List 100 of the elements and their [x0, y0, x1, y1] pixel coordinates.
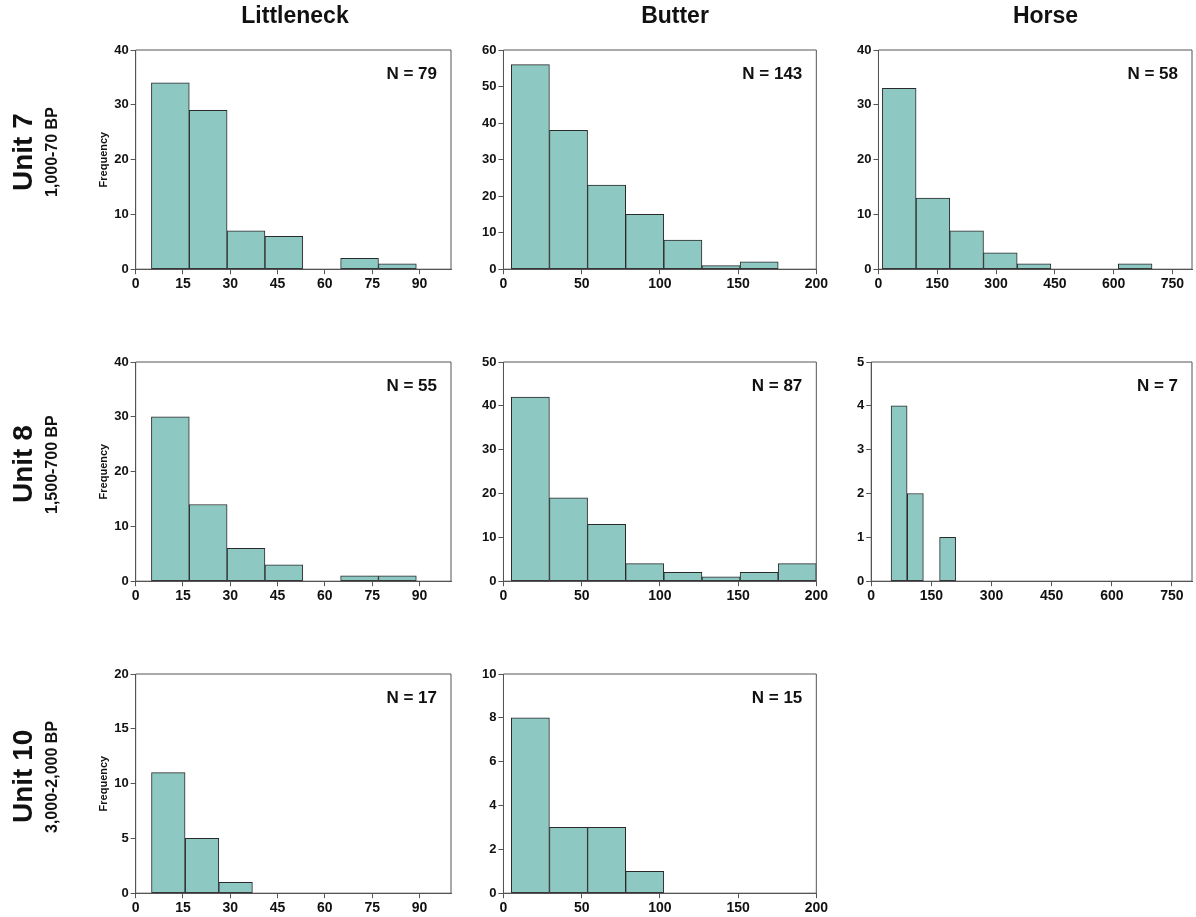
- y-tick-label: 20: [856, 151, 872, 167]
- x-tick-label: 60: [317, 899, 333, 916]
- y-tick-label: 40: [114, 41, 129, 57]
- x-tick-label: 100: [648, 275, 672, 292]
- y-axis-title: Frequency: [96, 442, 109, 500]
- x-tick-label: 100: [648, 899, 672, 916]
- annotation: N = 143: [742, 63, 803, 83]
- x-tick-label: 600: [1101, 275, 1126, 292]
- x-tick-label: 30: [222, 275, 239, 292]
- x-tick-label: 50: [573, 587, 590, 604]
- x-tick-label: 90: [411, 587, 428, 604]
- y-tick-label: 0: [864, 260, 872, 276]
- y-tick-label: 50: [481, 78, 497, 94]
- y-tick-label: 10: [481, 528, 497, 544]
- annotation: N = 87: [751, 375, 803, 395]
- x-tick-label: 0: [874, 275, 883, 292]
- y-tick-label: 0: [857, 572, 865, 588]
- x-tick-label: 100: [648, 587, 672, 604]
- y-tick-label: 20: [481, 485, 497, 501]
- y-tick-label: 0: [121, 260, 129, 276]
- y-tick-label: 30: [114, 96, 129, 112]
- x-tick-label: 60: [317, 275, 333, 292]
- y-tick-label: 10: [114, 775, 129, 791]
- y-tick-label: 6: [489, 753, 497, 769]
- y-tick-label: 40: [114, 353, 129, 369]
- y-tick-label: 0: [489, 884, 497, 900]
- y-tick-label: 50: [481, 353, 497, 369]
- y-tick-label: 10: [114, 517, 129, 533]
- x-tick-label: 750: [1160, 275, 1185, 292]
- y-tick-label: 15: [114, 720, 129, 736]
- annotation: N = 7: [1136, 375, 1178, 395]
- y-tick-label: 5: [121, 829, 129, 845]
- y-tick-label: 4: [489, 797, 498, 813]
- y-tick-label: 40: [481, 114, 497, 130]
- x-tick-label: 200: [804, 899, 829, 916]
- x-tick-label: 45: [269, 275, 286, 292]
- x-tick-label: 90: [411, 899, 428, 916]
- y-tick-label: 5: [857, 353, 865, 369]
- y-tick-label: 30: [481, 441, 497, 457]
- x-tick-label: 75: [364, 275, 381, 292]
- x-tick-label: 50: [573, 899, 590, 916]
- x-tick-label: 45: [269, 587, 286, 604]
- x-tick-label: 150: [925, 275, 950, 292]
- text: 3,000-2,000 BP: [42, 719, 61, 835]
- y-tick-label: 0: [489, 260, 497, 276]
- x-tick-label: 75: [364, 587, 381, 604]
- x-tick-label: 150: [919, 587, 944, 604]
- text: Unit 8: [6, 424, 39, 506]
- y-tick-label: 30: [114, 408, 129, 424]
- x-tick-label: 300: [979, 587, 1004, 604]
- y-tick-label: 20: [114, 151, 129, 167]
- y-axis-title: Frequency: [96, 130, 109, 188]
- x-tick-label: 450: [1043, 275, 1067, 292]
- y-tick-label: 20: [114, 463, 129, 479]
- chart-title: Butter: [640, 2, 710, 29]
- x-tick-label: 75: [364, 899, 381, 916]
- x-tick-label: 750: [1160, 587, 1184, 604]
- x-tick-label: 15: [175, 899, 191, 916]
- y-tick-label: 40: [481, 397, 497, 413]
- x-tick-label: 450: [1039, 587, 1064, 604]
- y-tick-label: 20: [481, 187, 497, 203]
- text: 1,000-70 BP: [42, 106, 61, 200]
- annotation: N = 79: [386, 63, 437, 83]
- y-tick-label: 10: [481, 665, 497, 681]
- text: Unit 10: [6, 728, 39, 826]
- y-axis-title: Frequency: [96, 754, 109, 812]
- y-tick-label: 1: [857, 528, 865, 544]
- y-tick-label: 4: [857, 397, 865, 413]
- x-tick-label: 15: [175, 275, 191, 292]
- y-tick-label: 2: [489, 840, 497, 856]
- text: Unit 7: [6, 112, 39, 194]
- chart-title: Horse: [1011, 2, 1080, 29]
- x-tick-label: 200: [804, 275, 829, 292]
- x-tick-label: 60: [317, 587, 333, 604]
- y-tick-label: 8: [489, 709, 497, 725]
- x-tick-label: 150: [726, 275, 750, 292]
- y-tick-label: 30: [856, 96, 872, 112]
- y-tick-label: 30: [481, 151, 497, 167]
- x-tick-label: 15: [175, 587, 191, 604]
- y-tick-label: 10: [856, 205, 872, 221]
- annotation: N = 15: [751, 687, 803, 707]
- x-tick-label: 600: [1100, 587, 1124, 604]
- chart-title: Littleneck: [240, 2, 350, 29]
- annotation: N = 58: [1127, 63, 1178, 83]
- x-tick-label: 90: [411, 275, 428, 292]
- y-tick-label: 0: [489, 572, 497, 588]
- text: 1,500-700 BP: [42, 414, 61, 516]
- y-tick-label: 40: [856, 41, 872, 57]
- x-tick-label: 150: [726, 899, 750, 916]
- y-tick-label: 0: [121, 572, 129, 588]
- x-tick-label: 45: [269, 899, 286, 916]
- x-tick-label: 50: [573, 275, 590, 292]
- x-tick-label: 300: [984, 275, 1008, 292]
- y-tick-label: 60: [481, 41, 497, 57]
- y-tick-label: 10: [481, 224, 497, 240]
- annotation: N = 55: [386, 375, 437, 395]
- x-tick-label: 200: [804, 587, 829, 604]
- y-tick-label: 20: [114, 665, 129, 681]
- y-tick-label: 0: [121, 884, 129, 900]
- annotation: N = 17: [386, 687, 437, 707]
